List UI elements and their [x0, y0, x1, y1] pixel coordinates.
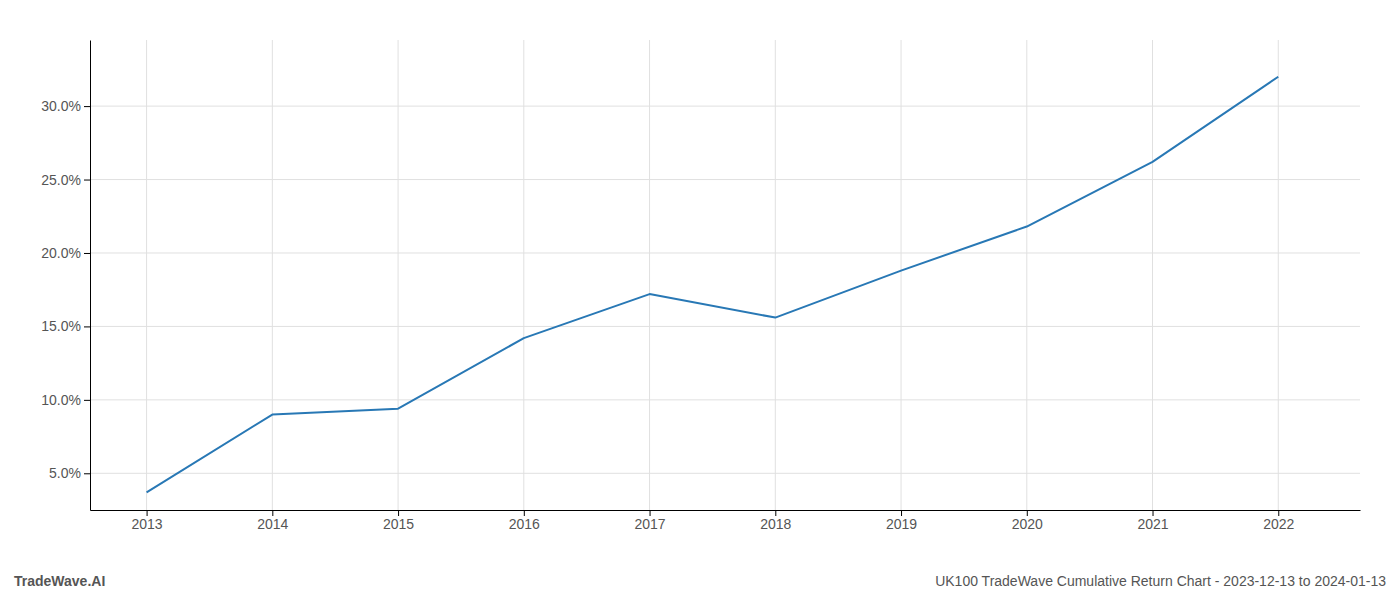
grid-line-x	[775, 40, 776, 510]
y-tick-mark	[84, 253, 90, 254]
x-tick: 2013	[132, 510, 163, 532]
x-tick: 2018	[760, 510, 791, 532]
y-axis: 5.0% 10.0% 15.0% 20.0% 25.0% 30.0%	[41, 41, 90, 511]
y-tick: 30.0%	[41, 98, 90, 114]
x-tick-label: 2015	[383, 516, 414, 532]
x-tick-label: 2022	[1263, 516, 1294, 532]
x-tick-label: 2013	[132, 516, 163, 532]
x-tick-label: 2021	[1137, 516, 1168, 532]
y-tick: 15.0%	[41, 318, 90, 334]
y-tick-mark	[84, 473, 90, 474]
data-line	[147, 77, 1279, 493]
x-tick: 2022	[1263, 510, 1294, 532]
x-tick-label: 2014	[257, 516, 288, 532]
grid-line-x	[649, 40, 650, 510]
x-tick: 2019	[886, 510, 917, 532]
x-tick-label: 2016	[509, 516, 540, 532]
grid-line-x	[272, 40, 273, 510]
y-tick-label: 20.0%	[41, 245, 81, 261]
grid-line-y	[90, 106, 1360, 107]
x-tick: 2020	[1012, 510, 1043, 532]
y-tick-label: 10.0%	[41, 392, 81, 408]
grid-line-x	[1026, 40, 1027, 510]
grid-line-y	[90, 399, 1360, 400]
y-tick-label: 30.0%	[41, 98, 81, 114]
grid-line-x	[901, 40, 902, 510]
y-tick: 20.0%	[41, 245, 90, 261]
footer-right: UK100 TradeWave Cumulative Return Chart …	[935, 573, 1386, 589]
y-tick-mark	[84, 180, 90, 181]
x-tick: 2015	[383, 510, 414, 532]
footer-left: TradeWave.AI	[14, 573, 105, 589]
y-tick-label: 25.0%	[41, 172, 81, 188]
x-tick-label: 2017	[634, 516, 665, 532]
x-tick: 2017	[634, 510, 665, 532]
x-tick: 2021	[1137, 510, 1168, 532]
grid-line-y	[90, 179, 1360, 180]
x-axis-line	[91, 510, 1361, 511]
x-tick: 2014	[257, 510, 288, 532]
y-tick-label: 15.0%	[41, 318, 81, 334]
grid-line-x	[1152, 40, 1153, 510]
x-tick-label: 2020	[1012, 516, 1043, 532]
grid-line-x	[523, 40, 524, 510]
grid-line-x	[146, 40, 147, 510]
y-tick-mark	[84, 400, 90, 401]
x-axis: 2013 2014 2015 2016 2017 2018 2019 2020 2021 2022	[91, 510, 1361, 532]
y-tick-mark	[84, 106, 90, 107]
x-tick: 2016	[509, 510, 540, 532]
grid-line-y	[90, 326, 1360, 327]
grid	[90, 40, 1360, 510]
y-tick: 5.0%	[49, 465, 90, 481]
grid-line-y	[90, 252, 1360, 253]
chart-svg: 2013 2014 2015 2016 2017 2018 2019 2020 2021 2022…	[0, 0, 1400, 600]
y-tick: 25.0%	[41, 172, 90, 188]
x-tick-label: 2019	[886, 516, 917, 532]
grid-line-x	[398, 40, 399, 510]
plot-area: 2013 2014 2015 2016 2017 2018 2019 2020 2021 2022…	[41, 40, 1360, 532]
grid-line-y	[90, 473, 1360, 474]
y-tick-mark	[84, 326, 90, 327]
y-tick-label: 5.0%	[49, 465, 81, 481]
chart-container: 2013 2014 2015 2016 2017 2018 2019 2020 2021 2022…	[0, 0, 1400, 600]
x-tick-label: 2018	[760, 516, 791, 532]
marks	[147, 77, 1279, 493]
y-tick: 10.0%	[41, 392, 90, 408]
grid-line-x	[1278, 40, 1279, 510]
y-axis-line	[90, 41, 91, 511]
